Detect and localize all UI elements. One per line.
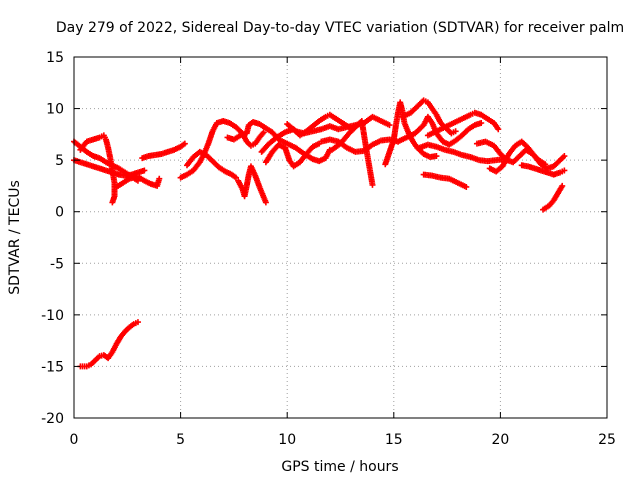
- series-trace-06: [177, 117, 267, 181]
- grid-lines: [74, 57, 607, 418]
- y-tick-label: 5: [55, 153, 64, 169]
- plot-frame: [73, 56, 608, 419]
- series-trace-11: [258, 111, 353, 155]
- series-trace-08: [224, 118, 333, 165]
- x-tick-label: 15: [385, 432, 403, 448]
- series-trace-25: [77, 319, 141, 370]
- y-tick-label: 0: [55, 205, 64, 221]
- x-tick-label: 5: [176, 432, 185, 448]
- y-axis-label: SDTVAR / TECUs: [7, 180, 23, 295]
- data-point: [433, 153, 440, 160]
- series-trace-20: [420, 171, 470, 190]
- chart-title: Day 279 of 2022, Sidereal Day-to-day VTE…: [56, 20, 624, 36]
- x-tick-label: 25: [598, 432, 616, 448]
- data-point: [452, 128, 459, 135]
- series-trace-14: [328, 117, 376, 188]
- data-point: [156, 175, 163, 182]
- x-tick-label: 10: [278, 432, 296, 448]
- data-point: [478, 120, 485, 127]
- series-trace-24: [540, 182, 566, 213]
- y-tick-label: 10: [46, 102, 64, 118]
- data-point: [233, 174, 240, 181]
- series-trace-09: [235, 163, 269, 206]
- series-trace-07: [183, 148, 240, 181]
- series-trace-05: [139, 140, 188, 162]
- axis-ticks: 0 5 10 15 20 25 -20 -15 -10 -5 0 5 10 15: [41, 50, 616, 448]
- y-tick-label: -20: [41, 411, 64, 427]
- series-trace-23: [518, 162, 568, 178]
- data-point: [141, 167, 148, 174]
- data-point: [559, 182, 566, 189]
- series-trace-17: [399, 97, 459, 137]
- series-trace-10: [262, 140, 323, 170]
- series-trace-13: [318, 136, 402, 155]
- data-point: [369, 181, 376, 188]
- data-point: [561, 153, 568, 160]
- series-trace-12: [284, 113, 393, 137]
- y-tick-label: 15: [46, 50, 64, 66]
- data-points: [71, 97, 568, 370]
- data-point: [134, 319, 141, 326]
- data-point: [181, 140, 188, 147]
- data-point: [260, 129, 267, 136]
- series-trace-03: [77, 132, 118, 206]
- x-axis-label: GPS time / hours: [281, 459, 398, 475]
- data-point: [495, 126, 502, 133]
- series-trace-22: [486, 138, 568, 175]
- series-trace-19: [416, 141, 508, 165]
- data-point: [109, 199, 116, 206]
- data-point: [262, 199, 269, 206]
- data-point: [561, 167, 568, 174]
- y-tick-label: -5: [50, 256, 64, 272]
- series-trace-04: [113, 173, 163, 190]
- data-point: [463, 183, 470, 190]
- y-tick-label: -10: [41, 308, 64, 324]
- y-tick-label: -15: [41, 359, 64, 375]
- series-trace-18: [424, 109, 502, 139]
- x-tick-label: 20: [491, 432, 509, 448]
- x-tick-label: 0: [70, 432, 79, 448]
- data-point: [386, 122, 393, 129]
